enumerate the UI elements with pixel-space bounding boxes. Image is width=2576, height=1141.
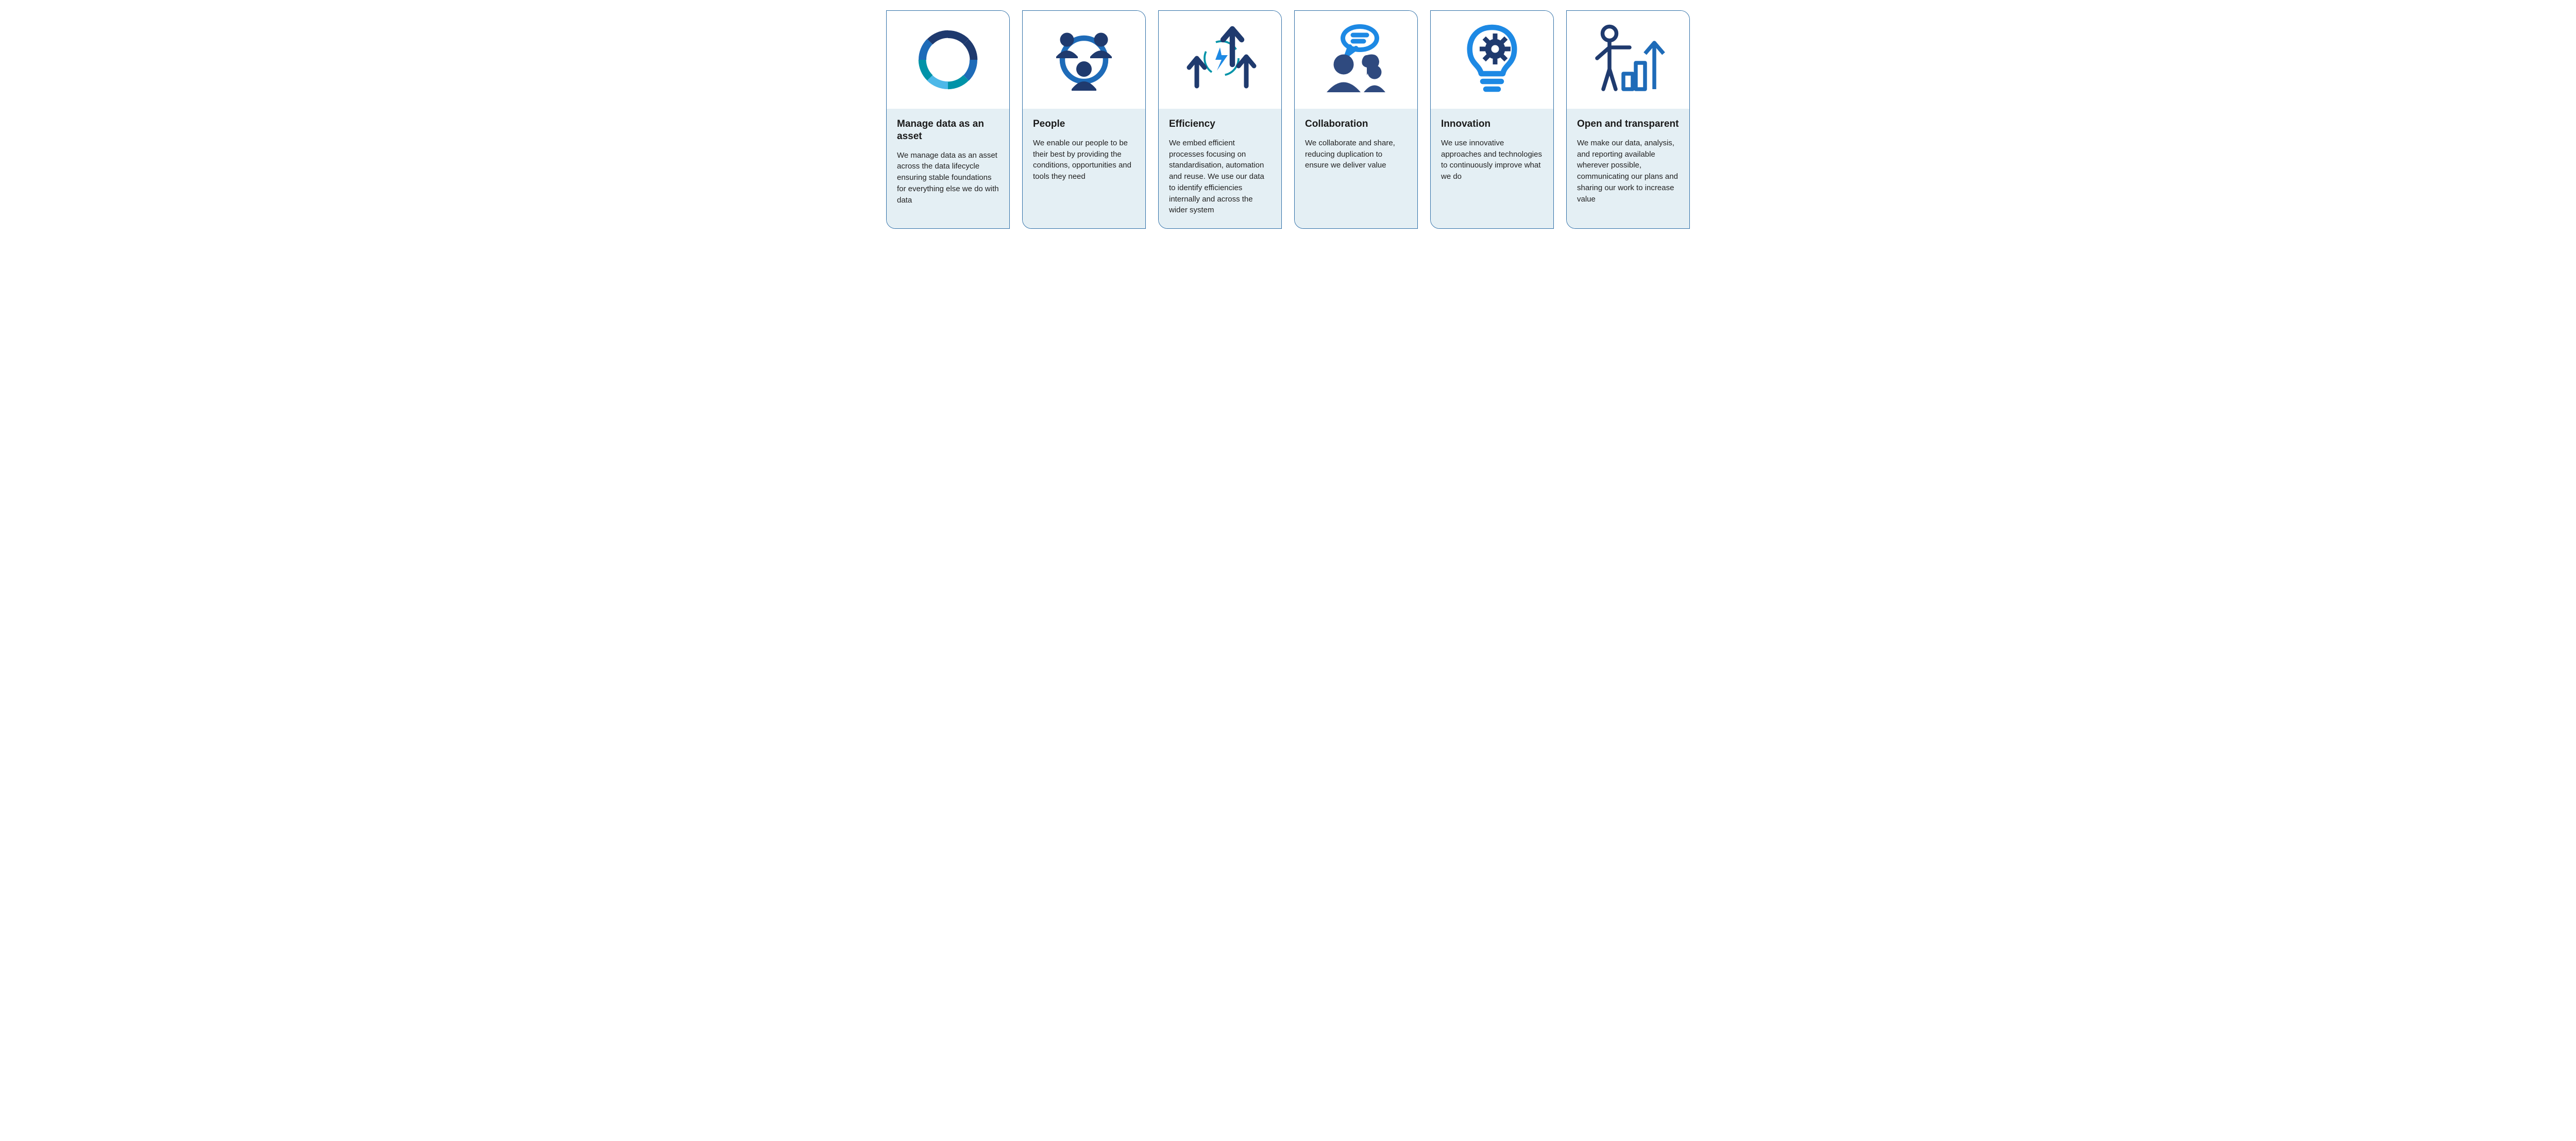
- card-desc: We use innovative approaches and technol…: [1441, 138, 1543, 182]
- card-desc: We embed efficient processes focusing on…: [1169, 138, 1271, 216]
- card-title: Open and transparent: [1577, 118, 1679, 130]
- card-manage-data: Manage data as an asset We manage data a…: [886, 10, 1010, 229]
- card-open-transparent: Open and transparent We make our data, a…: [1566, 10, 1690, 229]
- card-efficiency: Efficiency We embed efficient processes …: [1158, 10, 1282, 229]
- card-body: People We enable our people to be their …: [1023, 109, 1145, 228]
- bulb-gear-icon: [1431, 11, 1553, 109]
- people-circle-icon: [1023, 11, 1145, 109]
- card-title: Collaboration: [1305, 118, 1407, 130]
- card-desc: We collaborate and share, reducing dupli…: [1305, 138, 1407, 171]
- card-body: Efficiency We embed efficient processes …: [1159, 109, 1281, 228]
- card-desc: We make our data, analysis, and reportin…: [1577, 138, 1679, 205]
- card-desc: We enable our people to be their best by…: [1033, 138, 1135, 182]
- cycle-ring-icon: [887, 11, 1009, 109]
- card-people: People We enable our people to be their …: [1022, 10, 1146, 229]
- card-collaboration: Collaboration We collaborate and share, …: [1294, 10, 1418, 229]
- people-speech-icon: [1295, 11, 1417, 109]
- arrows-bolt-icon: [1159, 11, 1281, 109]
- card-title: People: [1033, 118, 1135, 130]
- card-body: Manage data as an asset We manage data a…: [887, 109, 1009, 228]
- card-body: Open and transparent We make our data, a…: [1567, 109, 1689, 228]
- card-body: Innovation We use innovative approaches …: [1431, 109, 1553, 228]
- card-desc: We manage data as an asset across the da…: [897, 150, 999, 206]
- person-chart-arrow-icon: [1567, 11, 1689, 109]
- cards-row: Manage data as an asset We manage data a…: [10, 10, 2566, 229]
- card-body: Collaboration We collaborate and share, …: [1295, 109, 1417, 228]
- card-title: Manage data as an asset: [897, 118, 999, 143]
- card-innovation: Innovation We use innovative approaches …: [1430, 10, 1554, 229]
- card-title: Innovation: [1441, 118, 1543, 130]
- card-title: Efficiency: [1169, 118, 1271, 130]
